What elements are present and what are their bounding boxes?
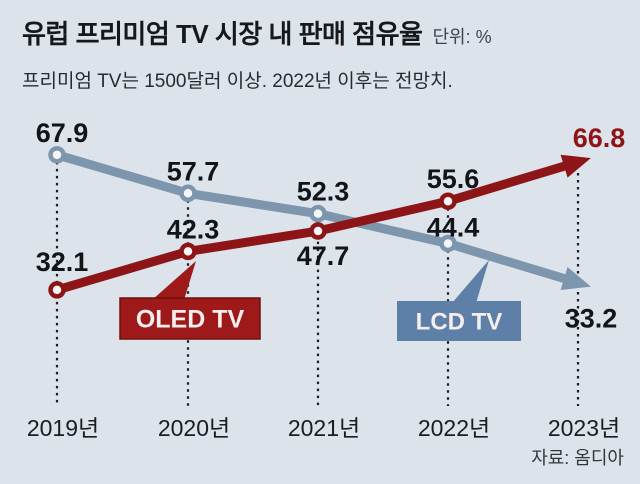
oled-tv-point-2021년	[309, 222, 327, 240]
lcd-tv-legend-box	[397, 301, 521, 341]
lcd-tv-point-2021년	[309, 204, 327, 223]
axis-label-2022년: 2022년	[418, 415, 490, 441]
lcd-tv-legend-label: LCD TV	[416, 309, 503, 336]
oled-tv-value-2022년: 55.6	[427, 164, 480, 194]
page-title: 유럽 프리미엄 TV 시장 내 판매 점유율	[22, 19, 423, 49]
oled-tv-point-2022년	[439, 192, 457, 210]
oled-tv-value-2023년: 66.8	[573, 123, 626, 153]
oled-tv-value-2020년: 42.3	[167, 214, 220, 244]
chart-header: 유럽 프리미엄 TV 시장 내 판매 점유율 단위: %	[22, 14, 492, 51]
axis-label-2021년: 2021년	[288, 415, 360, 441]
lcd-tv-legend-pointer	[452, 260, 489, 303]
source-credit: 자료: 옴디아	[531, 448, 624, 468]
lcd-tv-point-2019년	[48, 146, 66, 164]
oled-tv-value-2019년: 32.1	[36, 247, 89, 277]
lcd-tv-value-2020년: 57.7	[167, 156, 220, 186]
axis-label-2019년: 2019년	[27, 415, 99, 441]
lcd-tv-value-2021년: 52.3	[297, 177, 350, 207]
lcd-tv-value-2019년: 67.9	[36, 118, 89, 148]
lcd-tv-value-2022년: 44.4	[427, 212, 480, 242]
axis-label-2020년: 2020년	[158, 415, 230, 441]
oled-tv-legend-box	[119, 297, 261, 340]
oled-tv-point-2020년	[179, 242, 197, 261]
chart-subtitle: 프리미엄 TV는 1500달러 이상. 2022년 이후는 전망치.	[22, 71, 453, 92]
oled-tv-point-2019년	[48, 281, 66, 299]
oled-tv-legend-label: OLED TV	[136, 306, 245, 334]
unit-label: 단위: %	[432, 27, 492, 47]
oled-tv-legend-pointer	[152, 261, 196, 300]
oled-tv-value-2021년: 47.7	[297, 241, 350, 271]
axis-label-2023년: 2023년	[548, 415, 620, 441]
lcd-tv-value-2023년: 33.2	[565, 304, 618, 334]
lcd-tv-point-2020년	[179, 184, 197, 203]
lcd-tv-point-2022년	[439, 234, 457, 253]
